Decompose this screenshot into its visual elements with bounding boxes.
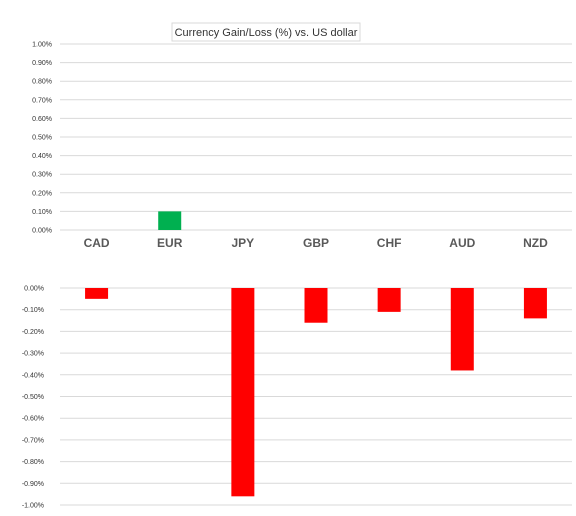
- y-tick-label: 0.10%: [32, 209, 52, 216]
- bars: [85, 211, 547, 497]
- top-y-axis-ticks: 1.00% 0.90% 0.80% 0.70% 0.60% 0.50% 0.40% 0.30%…: [32, 42, 52, 235]
- y-tick-label: -0.60%: [22, 416, 44, 423]
- y-tick-label: 0.90%: [32, 60, 52, 67]
- bar-jpy: [231, 288, 255, 497]
- y-tick-label: -0.40%: [22, 372, 44, 379]
- y-tick-label: -1.00%: [22, 503, 44, 510]
- y-tick-label: 0.20%: [32, 190, 52, 197]
- y-tick-label: 0.40%: [32, 153, 52, 160]
- category-label-eur: EUR: [157, 236, 183, 250]
- y-tick-label: 0.60%: [32, 116, 52, 123]
- bar-gbp: [304, 288, 328, 323]
- y-tick-label: 0.50%: [32, 135, 52, 142]
- y-tick-label: -0.20%: [22, 329, 44, 336]
- bar-aud: [450, 288, 474, 371]
- y-tick-label: -0.90%: [22, 481, 44, 488]
- chart-title: Currency Gain/Loss (%) vs. US dollar: [175, 27, 358, 39]
- y-tick-label: -0.10%: [22, 307, 44, 314]
- bar-eur: [158, 211, 182, 230]
- chart-title-box: [171, 22, 361, 42]
- y-tick-label: 0.00%: [32, 228, 52, 235]
- category-label-nzd: NZD: [523, 236, 548, 250]
- top-gridlines: [60, 43, 572, 231]
- bar-nzd: [523, 288, 547, 319]
- category-label-jpy: JPY: [232, 236, 255, 250]
- category-label-cad: CAD: [84, 236, 110, 250]
- y-tick-label: -0.30%: [22, 351, 44, 358]
- y-tick-label: 0.30%: [32, 172, 52, 179]
- y-tick-label: 1.00%: [32, 42, 52, 49]
- y-tick-label: 0.00%: [24, 286, 44, 293]
- y-tick-label: 0.80%: [32, 79, 52, 86]
- bar-cad: [85, 288, 109, 299]
- category-labels: CAD EUR JPY GBP CHF AUD NZD: [84, 236, 549, 250]
- category-label-gbp: GBP: [303, 236, 329, 250]
- bottom-y-axis-ticks: 0.00% -0.10% -0.20% -0.30% -0.40% -0.50% -0.60…: [22, 286, 44, 510]
- bar-chf: [377, 288, 401, 312]
- y-tick-label: -0.50%: [22, 394, 44, 401]
- y-tick-label: -0.70%: [22, 437, 44, 444]
- category-label-aud: AUD: [449, 236, 475, 250]
- category-label-chf: CHF: [377, 236, 402, 250]
- y-tick-label: -0.80%: [22, 459, 44, 466]
- y-tick-label: 0.70%: [32, 97, 52, 104]
